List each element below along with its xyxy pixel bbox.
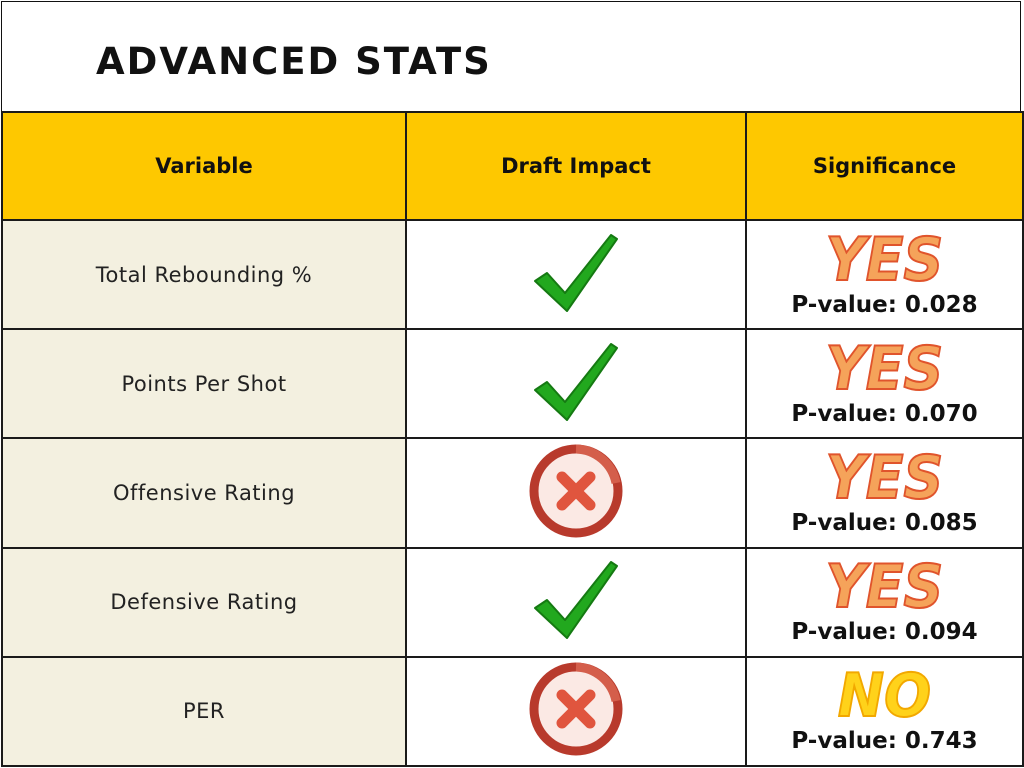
draft-impact-cell <box>405 218 747 331</box>
check-icon <box>531 558 621 646</box>
variable-cell: Points Per Shot <box>1 328 407 440</box>
check-icon <box>531 231 621 319</box>
header-variable: Variable <box>1 111 407 221</box>
header-draft-impact: Draft Impact <box>405 111 747 221</box>
check-icon <box>531 340 621 428</box>
p-value-text: P-value: 0.094 <box>791 619 978 646</box>
p-value-text: P-value: 0.028 <box>791 291 978 318</box>
variable-cell: PER <box>1 655 407 768</box>
table-row: Total Rebounding % YES P-value: 0.028 <box>1 218 1024 331</box>
variable-cell: Total Rebounding % <box>1 218 407 331</box>
significance-cell: YES P-value: 0.070 <box>745 328 1024 440</box>
significance-cell: NO P-value: 0.743 <box>745 655 1024 768</box>
significance-cell: YES P-value: 0.028 <box>745 218 1024 331</box>
significance-label: YES <box>825 442 944 513</box>
page-title: ADVANCED STATS <box>96 40 492 83</box>
x-circle-icon <box>528 661 624 761</box>
table-row: Defensive Rating YES P-value: 0.094 <box>1 546 1024 658</box>
table-row: PER NO P-value: 0.743 <box>1 655 1024 768</box>
header-row: Variable Draft Impact Significance <box>1 111 1024 221</box>
p-value-text: P-value: 0.085 <box>791 509 978 536</box>
table-row: Points Per Shot YES P-value: 0.070 <box>1 328 1024 440</box>
table-row: Offensive Rating YES P-value: 0.085 <box>1 437 1024 549</box>
significance-cell: YES P-value: 0.094 <box>745 546 1024 658</box>
significance-label: YES <box>825 552 944 623</box>
variable-cell: Defensive Rating <box>1 546 407 658</box>
significance-label: YES <box>825 224 944 295</box>
draft-impact-cell <box>405 655 747 768</box>
draft-impact-cell <box>405 546 747 658</box>
variable-cell: Offensive Rating <box>1 437 407 549</box>
p-value-text: P-value: 0.070 <box>791 400 978 427</box>
x-circle-icon <box>528 443 624 543</box>
significance-label: NO <box>837 661 932 732</box>
stats-table: Variable Draft Impact Significance Total… <box>1 111 1024 768</box>
significance-label: YES <box>825 333 944 404</box>
p-value-text: P-value: 0.743 <box>791 728 978 755</box>
header-significance: Significance <box>745 111 1024 221</box>
draft-impact-cell <box>405 328 747 440</box>
significance-cell: YES P-value: 0.085 <box>745 437 1024 549</box>
draft-impact-cell <box>405 437 747 549</box>
